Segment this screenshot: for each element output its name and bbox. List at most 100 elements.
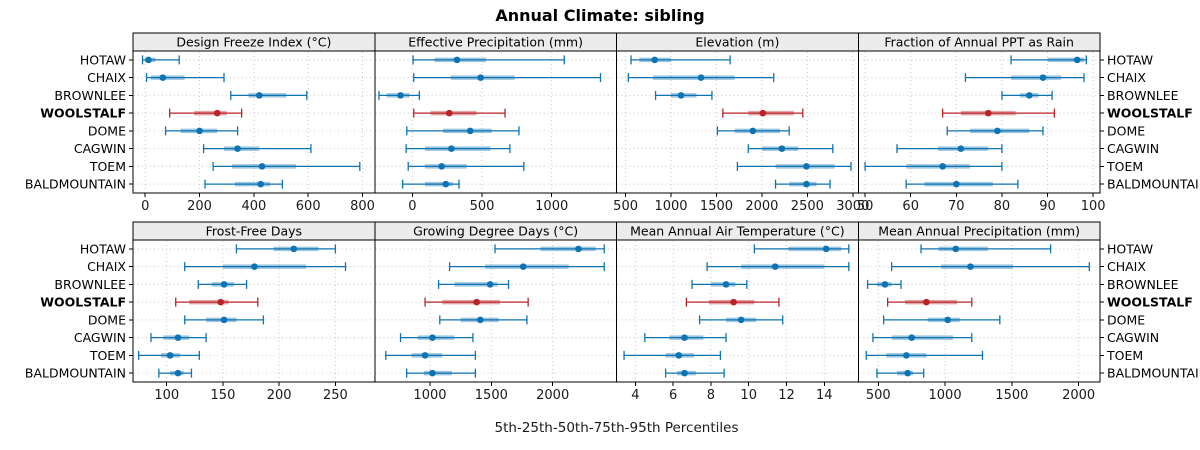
site-label-left: BALDMOUNTAIN (25, 177, 126, 192)
x-tick-label: 1000 (413, 388, 446, 403)
median-dot (722, 281, 730, 288)
median-dot (904, 369, 911, 377)
median-dot (166, 352, 174, 359)
percentile-series-dome (439, 315, 528, 325)
median-dot (213, 109, 221, 117)
median-dot (159, 74, 167, 81)
x-tick-label: 600 (296, 199, 321, 214)
site-label-left: HOTAW (80, 52, 126, 67)
median-dot (803, 163, 810, 170)
median-dot (984, 109, 992, 117)
percentile-series-toem (137, 350, 200, 360)
site-label-left: TOEM (89, 348, 126, 363)
x-tick-label: 250 (323, 388, 348, 403)
site-label-left: CHAIX (87, 70, 126, 85)
percentile-series-brownlee (691, 279, 748, 289)
percentile-series-toem (385, 350, 477, 360)
strip-label: Growing Degree Days (°C) (413, 224, 578, 239)
x-tick-label: 70 (948, 199, 965, 214)
percentile-series-brownlee (437, 279, 510, 289)
percentile-series-chaix (413, 73, 602, 83)
percentile-series-toem (407, 161, 525, 171)
x-tick-label: 0 (408, 199, 416, 214)
percentile-series-baldmountain (876, 368, 925, 378)
x-tick-label: 60 (902, 199, 919, 214)
percentile-series-dome (164, 126, 239, 136)
median-dot (923, 298, 930, 306)
x-tick-label: 1500 (475, 388, 508, 403)
site-label-left: TOEM (89, 159, 126, 174)
x-tick-label: 4 (631, 388, 639, 403)
percentile-series-woolstalf (413, 108, 506, 118)
x-tick-label: 1500 (995, 388, 1028, 403)
panel-elevation-m-: Elevation (m) 500 1000 1500 2000 2500 3000 (613, 32, 869, 214)
site-label-right: DOME (1107, 123, 1145, 138)
median-dot (466, 127, 474, 135)
percentile-series-hotaw (920, 244, 1052, 254)
percentile-series-brownlee (378, 90, 420, 100)
percentile-series-cagwin (644, 333, 727, 343)
x-tick-label: 1000 (535, 199, 568, 214)
percentile-series-hotaw (494, 244, 605, 254)
x-tick-label: 8 (707, 388, 715, 403)
median-dot (944, 316, 952, 324)
site-label-right: WOOLSTALF (1107, 106, 1193, 121)
x-tick-label: 400 (241, 199, 266, 214)
site-label-right: DOME (1107, 312, 1145, 327)
site-label-right: BALDMOUNTAIN (1107, 177, 1200, 192)
percentile-series-woolstalf (941, 108, 1056, 118)
x-tick-label: 500 (866, 388, 891, 403)
median-dot (251, 263, 258, 270)
percentile-series-toem (865, 350, 984, 360)
percentile-series-hotaw (235, 244, 337, 254)
median-dot (442, 180, 450, 188)
percentile-series-chaix (145, 73, 225, 83)
site-label-right: TOEM (1106, 159, 1143, 174)
median-dot (421, 352, 429, 359)
panel-mean-annual-precipitation-mm-: Mean Annual Precipitation (mm) 500 1000 150… (857, 221, 1200, 403)
figure-title: Annual Climate: sibling (495, 6, 705, 25)
percentile-series-brownlee (230, 90, 308, 100)
panel-border (374, 50, 617, 194)
x-tick-label: 2500 (791, 199, 824, 214)
median-dot (1073, 56, 1081, 64)
site-label-left: CHAIX (87, 259, 126, 274)
x-tick-label: 1500 (700, 199, 733, 214)
x-tick-label: 0 (141, 199, 149, 214)
percentile-series-hotaw (753, 244, 850, 254)
percentile-series-woolstalf (886, 297, 973, 307)
percentile-series-chaix (890, 262, 1090, 272)
site-label-left: CAGWIN (74, 141, 126, 156)
strip-label: Fraction of Annual PPT as Rain (884, 35, 1074, 50)
panel-border (616, 239, 859, 383)
x-tick-label: 100 (154, 388, 179, 403)
x-tick-label: 90 (1039, 199, 1056, 214)
median-dot (822, 245, 830, 253)
site-label-left: WOOLSTALF (40, 106, 126, 121)
percentile-series-chaix (706, 262, 850, 272)
median-dot (651, 56, 658, 64)
panel-effective-precipitation-mm-: Effective Precipitation (mm) 0 500 1000 (374, 32, 617, 214)
percentile-series-brownlee (654, 90, 713, 100)
percentile-series-woolstalf (175, 297, 259, 307)
site-label-right: BALDMOUNTAIN (1107, 366, 1200, 381)
site-label-left: BALDMOUNTAIN (25, 366, 126, 381)
site-label-right: TOEM (1106, 348, 1143, 363)
median-dot (939, 163, 946, 170)
panel-mean-annual-air-temperature-c-: Mean Annual Air Temperature (°C) 4 6 8 10 12 1… (616, 221, 859, 403)
site-label-left: CAGWIN (74, 330, 126, 345)
median-dot (677, 92, 685, 99)
x-tick-label: 3000 (836, 199, 869, 214)
strip-label: Mean Annual Air Temperature (°C) (630, 224, 844, 239)
median-dot (575, 245, 582, 253)
percentile-series-cagwin (872, 333, 973, 343)
median-dot (429, 334, 436, 341)
median-dot (453, 56, 461, 64)
median-dot (778, 145, 786, 152)
percentile-series-brownlee (1001, 90, 1053, 100)
site-label-right: WOOLSTALF (1107, 295, 1193, 310)
x-tick-label: 50 (857, 199, 874, 214)
percentile-series-hotaw (630, 55, 731, 65)
